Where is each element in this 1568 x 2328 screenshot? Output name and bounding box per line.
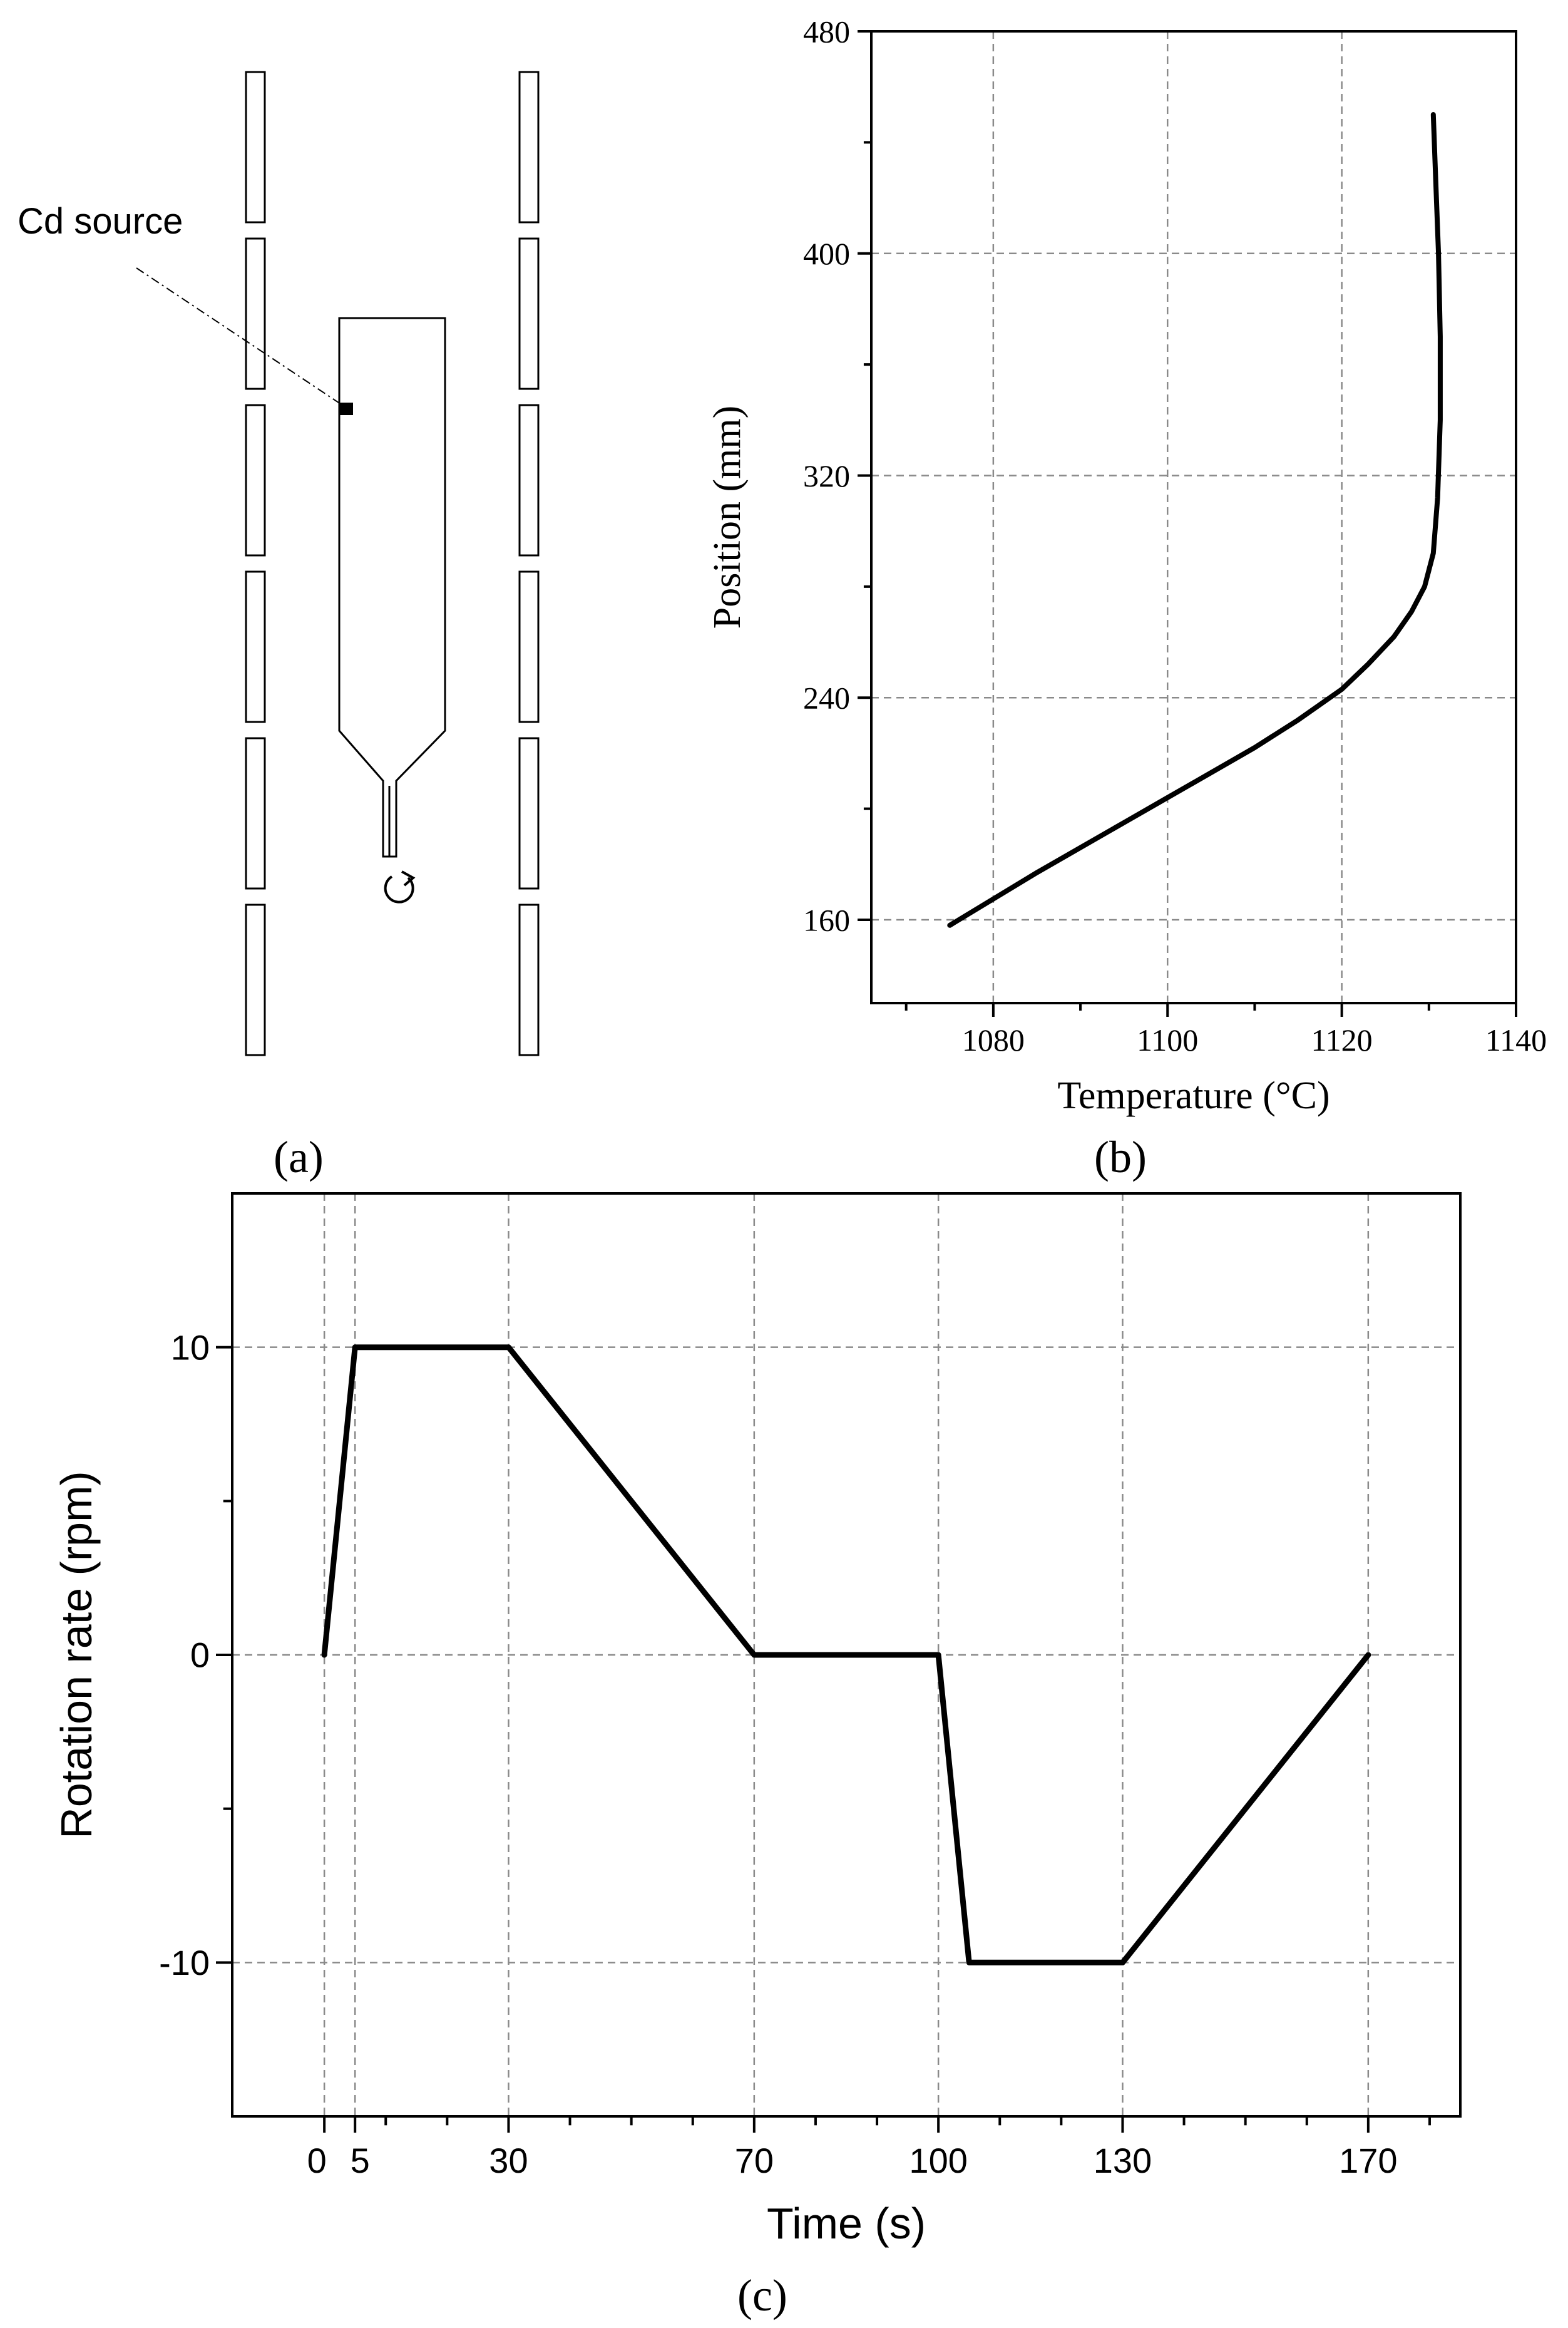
left-heater-segment xyxy=(245,237,266,390)
c-xtick-label: 70 xyxy=(735,2141,774,2180)
c-xtick-label: 170 xyxy=(1339,2141,1397,2180)
rotation-arrow-icon xyxy=(384,870,416,904)
right-heater-segment xyxy=(518,737,540,890)
b-xtick-label: 1120 xyxy=(1311,1022,1373,1058)
b-xtick-label: 1080 xyxy=(962,1022,1025,1058)
right-heater-segment xyxy=(518,237,540,390)
b-xtick-label: 1100 xyxy=(1137,1022,1198,1058)
c-ticks xyxy=(216,1346,1431,2133)
right-heater-segment xyxy=(518,404,540,557)
panel-a-diagram: Cd source (a) xyxy=(18,71,540,1182)
b-ytick-label: 480 xyxy=(803,14,850,49)
c-xtick-label: 130 xyxy=(1094,2141,1152,2180)
left-heater-segment xyxy=(245,737,266,890)
ampoule xyxy=(338,317,446,858)
b-ticks xyxy=(858,30,1517,1017)
c-ytick-label: 0 xyxy=(190,1635,210,1675)
panel-label-a: (a) xyxy=(274,1132,324,1182)
right-heater-segment xyxy=(518,570,540,723)
b-xtick-labels: 1080 1100 1120 1140 xyxy=(962,1022,1547,1058)
b-temperature-line xyxy=(947,112,1443,928)
b-xtick-label: 1140 xyxy=(1485,1022,1547,1058)
panel-b-chart: 1080 1100 1120 1140 160 240 320 400 480 Tempera… xyxy=(706,14,1547,1183)
right-heater-segment xyxy=(518,71,540,224)
b-ylabel: Position (mm) xyxy=(706,406,749,629)
b-ytick-labels: 160 240 320 400 480 xyxy=(803,14,850,938)
cd-source-marker xyxy=(339,403,353,415)
c-ylabel: Rotation rate (rpm) xyxy=(52,1471,101,1838)
b-plot-frame xyxy=(870,30,1517,1004)
right-heater-segment xyxy=(518,904,540,1056)
cd-source-label: Cd source xyxy=(18,201,183,242)
c-xtick-label: 5 xyxy=(351,2141,370,2180)
cd-source-leader xyxy=(136,267,341,404)
heater-segments xyxy=(245,71,540,1056)
b-grid xyxy=(871,31,1516,1003)
c-rotation-line xyxy=(321,1344,1371,1965)
left-heater-segment xyxy=(245,404,266,557)
c-ytick-label: 10 xyxy=(171,1327,210,1367)
c-xtick-label: 0 xyxy=(307,2141,327,2180)
b-xlabel: Temperature (°C) xyxy=(1057,1074,1330,1117)
c-ytick-labels: -10 0 10 xyxy=(159,1327,210,1982)
b-ytick-label: 160 xyxy=(803,902,850,937)
c-xtick-labels: 0 5 30 70 100 130 170 xyxy=(307,2141,1398,2180)
c-xtick-label: 100 xyxy=(909,2141,967,2180)
c-xtick-label: 30 xyxy=(489,2141,528,2180)
left-heater-segment xyxy=(245,71,266,224)
c-ytick-label: -10 xyxy=(159,1943,210,1982)
b-ytick-label: 240 xyxy=(803,681,850,716)
b-ytick-label: 320 xyxy=(803,458,850,493)
panel-label-c: (c) xyxy=(737,2270,787,2320)
c-xlabel: Time (s) xyxy=(767,2199,926,2248)
panel-label-b: (b) xyxy=(1094,1132,1147,1182)
b-ytick-label: 400 xyxy=(803,236,850,271)
left-heater-segment xyxy=(245,570,266,723)
left-heater-segment xyxy=(245,904,266,1056)
